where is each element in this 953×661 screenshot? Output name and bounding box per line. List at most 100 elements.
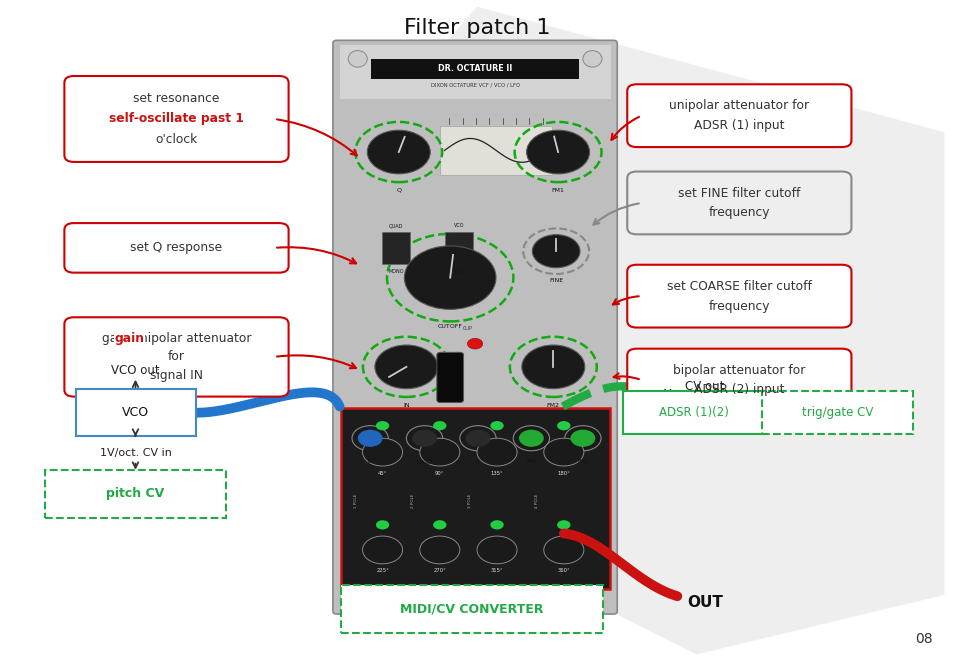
Text: FM2: FM2 xyxy=(578,459,587,465)
Circle shape xyxy=(406,426,442,451)
Text: set COARSE filter cutoff: set COARSE filter cutoff xyxy=(666,280,811,293)
Text: o'clock: o'clock xyxy=(155,134,197,146)
Text: VCO out: VCO out xyxy=(112,364,159,377)
Text: FINE: FINE xyxy=(549,278,562,284)
Text: pitch CV: pitch CV xyxy=(106,487,165,500)
Ellipse shape xyxy=(348,587,367,604)
Text: 2 POLE: 2 POLE xyxy=(411,494,415,508)
Circle shape xyxy=(490,421,503,430)
FancyBboxPatch shape xyxy=(65,317,288,397)
Text: VCO: VCO xyxy=(453,223,464,228)
FancyBboxPatch shape xyxy=(626,348,850,411)
Circle shape xyxy=(490,520,503,529)
Text: FM2: FM2 xyxy=(546,403,559,408)
Text: IN: IN xyxy=(367,459,373,465)
Circle shape xyxy=(543,536,583,564)
Circle shape xyxy=(513,426,549,451)
Circle shape xyxy=(570,430,595,447)
Circle shape xyxy=(467,338,482,349)
Text: gain unipolar attenuator: gain unipolar attenuator xyxy=(102,332,251,344)
FancyBboxPatch shape xyxy=(65,76,288,162)
Text: frequency: frequency xyxy=(708,206,769,219)
Circle shape xyxy=(375,520,389,529)
Text: trig/gate CV: trig/gate CV xyxy=(801,407,872,419)
Text: 270°: 270° xyxy=(433,568,446,574)
Text: MONO: MONO xyxy=(388,269,403,274)
Text: 360°: 360° xyxy=(557,568,570,574)
Circle shape xyxy=(557,520,570,529)
Text: LFO: LFO xyxy=(454,269,463,274)
Text: QUAD: QUAD xyxy=(388,223,403,228)
FancyBboxPatch shape xyxy=(626,172,850,235)
Text: ADSR (2) input: ADSR (2) input xyxy=(694,383,783,397)
Circle shape xyxy=(476,438,517,466)
FancyBboxPatch shape xyxy=(381,232,410,264)
Circle shape xyxy=(412,430,436,447)
FancyBboxPatch shape xyxy=(339,45,610,99)
Circle shape xyxy=(375,345,437,389)
Circle shape xyxy=(404,246,496,309)
Text: 45°: 45° xyxy=(377,471,387,476)
Text: 180°: 180° xyxy=(557,471,570,476)
Text: DIXON OCTATURE VCF / VCO / LFO: DIXON OCTATURE VCF / VCO / LFO xyxy=(430,82,519,87)
Text: Q: Q xyxy=(395,188,401,193)
FancyBboxPatch shape xyxy=(333,40,617,614)
Text: self-oscillate past 1: self-oscillate past 1 xyxy=(109,112,244,126)
Circle shape xyxy=(465,430,490,447)
FancyBboxPatch shape xyxy=(761,391,912,434)
FancyBboxPatch shape xyxy=(340,408,609,589)
FancyBboxPatch shape xyxy=(340,585,602,633)
Text: 135°: 135° xyxy=(490,471,503,476)
FancyBboxPatch shape xyxy=(444,232,473,264)
Text: unipolar attenuator for: unipolar attenuator for xyxy=(669,99,808,112)
Circle shape xyxy=(419,536,459,564)
Text: for: for xyxy=(168,350,185,364)
Text: frequency: frequency xyxy=(708,299,769,313)
Text: FM1: FM1 xyxy=(526,459,536,465)
Circle shape xyxy=(357,430,382,447)
FancyBboxPatch shape xyxy=(436,352,463,403)
Text: 90°: 90° xyxy=(435,471,444,476)
Text: bipolar attenuator for: bipolar attenuator for xyxy=(673,364,804,377)
Circle shape xyxy=(419,438,459,466)
Text: 4 POLE: 4 POLE xyxy=(535,494,538,508)
FancyBboxPatch shape xyxy=(439,126,552,175)
Text: 225°: 225° xyxy=(375,568,389,574)
Circle shape xyxy=(518,430,543,447)
Text: FM1: FM1 xyxy=(551,188,564,193)
Circle shape xyxy=(367,130,430,174)
Ellipse shape xyxy=(582,587,601,604)
Circle shape xyxy=(564,426,600,451)
Circle shape xyxy=(521,345,584,389)
Circle shape xyxy=(433,421,446,430)
Text: ⚙ intellijel  designs: ⚙ intellijel designs xyxy=(429,595,520,604)
FancyBboxPatch shape xyxy=(45,470,226,518)
Circle shape xyxy=(375,421,389,430)
Circle shape xyxy=(543,438,583,466)
FancyBboxPatch shape xyxy=(76,389,195,436)
Circle shape xyxy=(352,426,388,451)
Circle shape xyxy=(362,438,402,466)
Text: signal IN: signal IN xyxy=(150,369,203,382)
Text: VCO: VCO xyxy=(122,406,150,419)
Text: Q: Q xyxy=(476,459,479,465)
Ellipse shape xyxy=(582,51,601,67)
Circle shape xyxy=(459,426,496,451)
Ellipse shape xyxy=(348,51,367,67)
Text: OUT: OUT xyxy=(686,596,722,610)
Polygon shape xyxy=(353,7,943,654)
Text: gain: gain xyxy=(114,332,144,344)
Circle shape xyxy=(476,536,517,564)
Text: set FINE filter cutoff: set FINE filter cutoff xyxy=(678,186,800,200)
Text: set resonance: set resonance xyxy=(133,92,219,104)
Text: CV out: CV out xyxy=(684,380,723,393)
Text: IN: IN xyxy=(403,403,409,408)
Circle shape xyxy=(362,536,402,564)
Text: DR. OCTATURE II: DR. OCTATURE II xyxy=(437,64,512,73)
FancyBboxPatch shape xyxy=(371,59,578,79)
Circle shape xyxy=(532,235,579,268)
Text: MIDI/CV CONVERTER: MIDI/CV CONVERTER xyxy=(399,602,543,615)
Text: 1V/oct. CV in: 1V/oct. CV in xyxy=(99,447,172,458)
Text: set Q response: set Q response xyxy=(131,241,222,254)
Text: 08: 08 xyxy=(915,633,932,646)
